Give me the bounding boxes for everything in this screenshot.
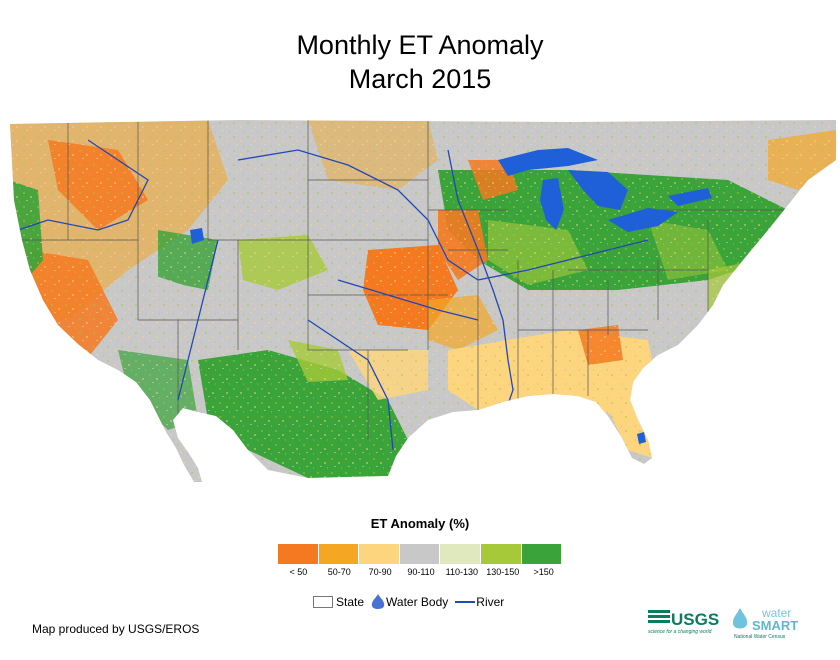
state-label: State [336, 595, 365, 609]
logos: USGS science for a changing world water … [648, 606, 798, 640]
river-label: River [476, 595, 505, 609]
water-smart-tagline: National Water Census [734, 634, 786, 640]
state-box-icon [313, 596, 333, 608]
et-anomaly-map [10, 120, 836, 482]
map-credit: Map produced by USGS/EROS [32, 622, 200, 636]
legend-color-bar [278, 544, 563, 564]
usgs-logo: USGS science for a changing world [648, 610, 719, 635]
symbol-legend: State Water Body River [313, 593, 510, 611]
legend-label: 70-90 [368, 567, 392, 577]
legend-label: 130-150 [486, 567, 520, 577]
legend-swatch-90-110 [399, 544, 441, 564]
legend-label: >150 [533, 567, 554, 577]
water-drop-icon [732, 608, 748, 629]
legend-swatch-lt50 [278, 544, 319, 564]
legend-swatch-50-70 [318, 544, 360, 564]
water-drop-icon [371, 594, 385, 609]
smart-text: SMART [752, 618, 798, 633]
river-symbol: River [454, 595, 504, 609]
water-smart-logo: water SMART National Water Census [732, 606, 798, 640]
water-body-symbol: Water Body [370, 593, 448, 611]
title-line-1: Monthly ET Anomaly [296, 30, 544, 60]
legend-swatch-gt150 [521, 544, 563, 564]
legend-title: ET Anomaly (%) [370, 516, 470, 531]
legend-label: 90-110 [407, 567, 435, 577]
usgs-tagline: science for a changing world [648, 629, 712, 635]
legend-labels: < 50 50-70 70-90 90-110 110-130 130-150 … [278, 567, 564, 577]
usgs-text: USGS [671, 610, 719, 629]
legend-label: < 50 [289, 567, 308, 577]
title-line-2: March 2015 [348, 64, 492, 94]
legend-swatch-70-90 [359, 544, 400, 564]
water-text: water [761, 606, 791, 620]
legend-swatch-130-150 [480, 544, 522, 564]
state-symbol: State [313, 595, 364, 609]
river-line-icon [455, 601, 476, 603]
legend-label: 110-130 [445, 567, 479, 577]
map-title: Monthly ET Anomaly March 2015 [0, 28, 840, 96]
legend-swatch-110-130 [440, 544, 481, 564]
water-body-label: Water Body [386, 595, 449, 609]
legend-label: 50-70 [327, 567, 351, 577]
